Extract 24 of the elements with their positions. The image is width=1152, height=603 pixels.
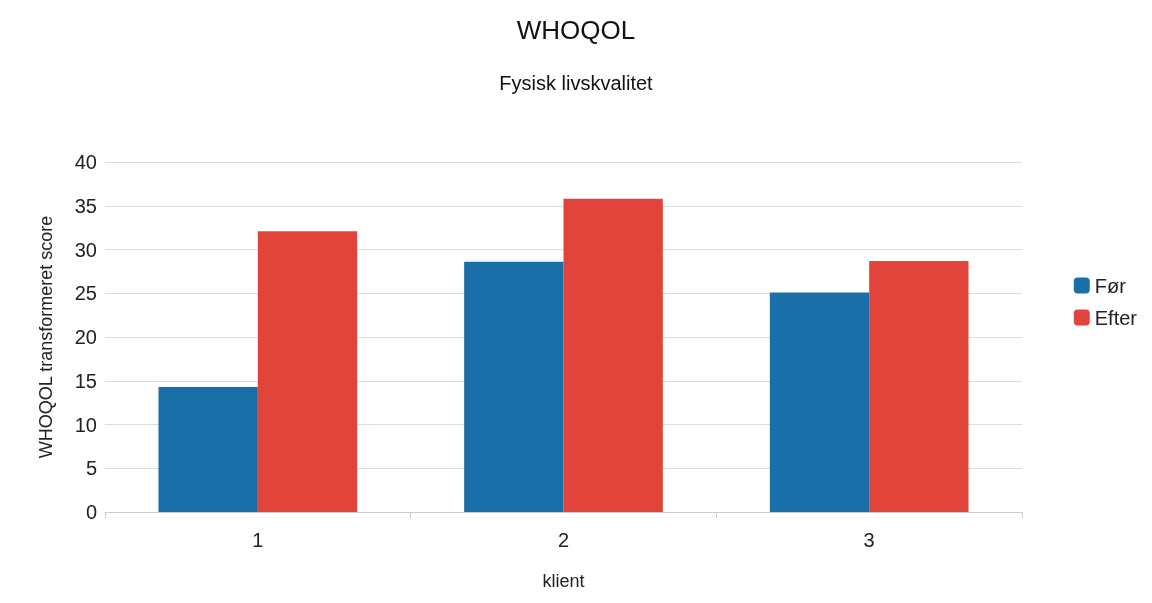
y-tick-label: 35 [74, 194, 97, 217]
y-tick-label: 20 [74, 326, 97, 348]
bar [869, 260, 969, 512]
y-tick-label: 15 [74, 369, 97, 392]
x-tick-label: 1 [252, 529, 264, 551]
y-axis-title: WHOQOL transformeret score [36, 215, 56, 459]
x-axis-title: klient [542, 571, 585, 591]
y-tick-label: 30 [74, 238, 97, 261]
x-tick-label: 2 [557, 529, 570, 551]
bar [158, 386, 258, 512]
bar [257, 231, 358, 512]
chart-title: WHOQOL [516, 15, 636, 45]
x-tick-label: 3 [863, 529, 875, 551]
bar [563, 198, 663, 512]
chart-subtitle: Fysisk livskvalitet [499, 72, 654, 94]
y-tick-label: 40 [74, 151, 97, 173]
y-tick-label: 10 [74, 413, 97, 436]
legend-label: Efter [1094, 306, 1138, 329]
bar [769, 292, 870, 512]
bar [464, 261, 564, 512]
legend-label: Før [1094, 274, 1127, 297]
y-tick-label: 0 [85, 501, 97, 523]
y-tick-label: 5 [85, 457, 97, 480]
y-tick-label: 25 [74, 282, 97, 305]
